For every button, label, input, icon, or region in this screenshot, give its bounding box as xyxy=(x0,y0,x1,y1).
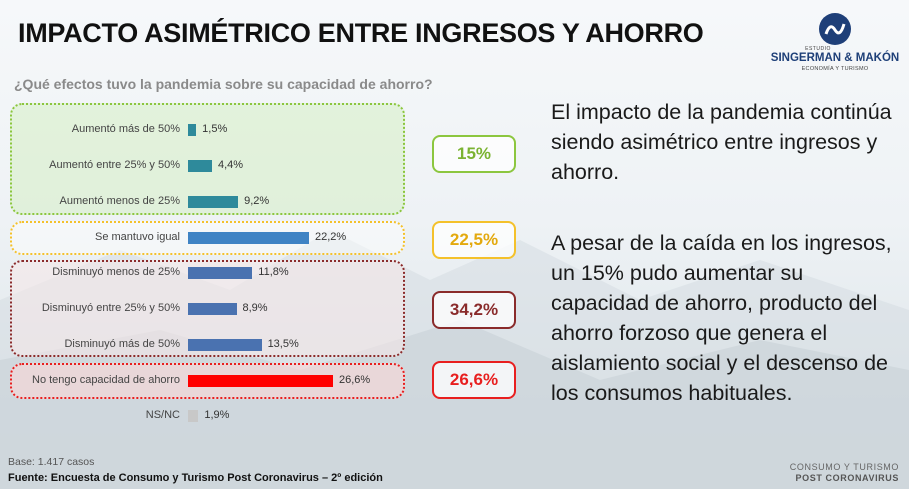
badge-increased: 15% xyxy=(432,135,516,173)
bar xyxy=(188,410,199,422)
footer-brand-line2: POST CORONAVIRUS xyxy=(795,473,899,483)
value-label: 11,8% xyxy=(258,266,289,278)
bar xyxy=(188,375,333,387)
value-label: 8,9% xyxy=(242,302,268,314)
brand-logo: ESTUDIO SINGERMAN & MAKÓN ECONOMÍA Y TUR… xyxy=(770,12,900,72)
logo-mark-icon xyxy=(819,13,851,45)
footer-brand: CONSUMO Y TURISMO POST CORONAVIRUS xyxy=(790,462,899,484)
footer-brand-line1: CONSUMO Y TURISMO xyxy=(789,462,899,472)
value-label: 9,2% xyxy=(244,195,270,207)
badge-decreased: 34,2% xyxy=(432,291,516,329)
category-label: Se mantuvo igual xyxy=(95,231,180,243)
bar xyxy=(188,160,212,172)
category-label: Disminuyó más de 50% xyxy=(64,338,180,350)
bar xyxy=(188,232,309,244)
source-note: Fuente: Encuesta de Consumo y Turismo Po… xyxy=(8,472,383,484)
value-label: 22,2% xyxy=(314,231,347,243)
page-title: IMPACTO ASIMÉTRICO ENTRE INGRESOS Y AHOR… xyxy=(18,18,704,48)
badge-same: 22,5% xyxy=(432,221,516,259)
value-label: 13,5% xyxy=(267,338,299,350)
logo-tagline: ECONOMÍA Y TURISMO xyxy=(801,66,869,72)
category-label: Aumentó menos de 25% xyxy=(59,195,180,207)
value-label: 1,5% xyxy=(202,123,228,135)
logo-name: SINGERMAN & MAKÓN xyxy=(770,52,900,64)
bar xyxy=(188,124,197,136)
category-label: Aumentó entre 25% y 50% xyxy=(49,159,180,171)
badge-no-capacity: 26,6% xyxy=(432,361,516,399)
category-label: NS/NC xyxy=(145,409,180,421)
survey-question: ¿Qué efectos tuvo la pandemia sobre su c… xyxy=(14,76,433,92)
value-label: 4,4% xyxy=(217,159,244,171)
category-label: Disminuyó menos de 25% xyxy=(52,266,180,278)
category-label: Aumentó más de 50% xyxy=(71,123,180,135)
bar xyxy=(188,339,262,351)
base-note: Base: 1.417 casos xyxy=(8,456,95,468)
bar xyxy=(188,196,239,208)
category-label: No tengo capacidad de ahorro xyxy=(32,374,180,386)
category-label: Disminuyó entre 25% y 50% xyxy=(41,302,180,314)
logo-small-text: ESTUDIO xyxy=(805,46,831,52)
paragraph-1: El impacto de la pandemia continúa siend… xyxy=(551,100,892,184)
value-label: 26,6% xyxy=(338,374,371,386)
bar xyxy=(188,303,237,315)
value-label: 1,9% xyxy=(204,409,230,421)
bar xyxy=(188,267,253,279)
paragraph-2: A pesar de la caída en los ingresos, un … xyxy=(551,231,892,405)
